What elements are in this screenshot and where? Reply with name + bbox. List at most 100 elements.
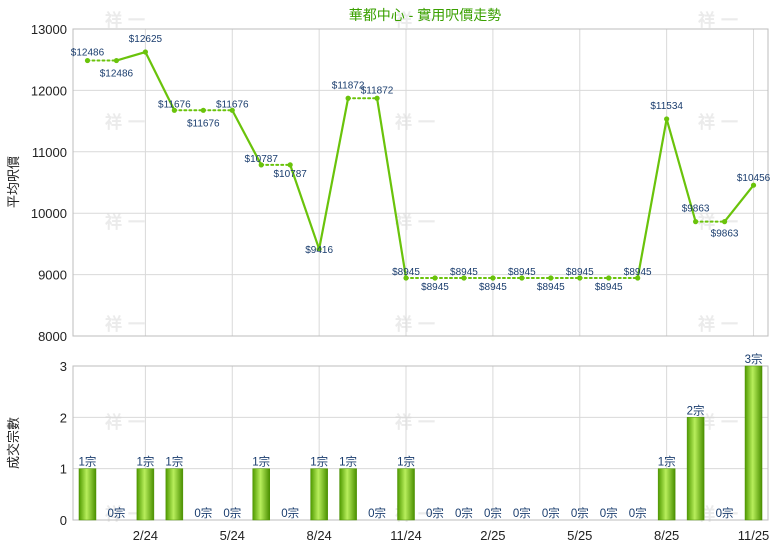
price-point [635, 275, 641, 281]
y-tick-label-bottom: 2 [60, 410, 67, 425]
count-data-label: 0宗 [513, 506, 531, 520]
watermark-text: 祥 一 [698, 314, 738, 335]
count-bar [397, 468, 415, 521]
count-bar [136, 468, 155, 521]
count-bar [78, 468, 97, 521]
x-tick-label: 8/24 [306, 528, 331, 543]
y-tick-label-top: 11000 [32, 145, 67, 160]
price-data-label: $11534 [650, 101, 683, 112]
price-line-segment [144, 50, 176, 112]
watermark-text: 祥 一 [395, 112, 435, 133]
price-data-label: $11676 [187, 118, 220, 129]
price-point [113, 57, 120, 64]
price-data-label: $11872 [361, 85, 394, 96]
count-data-label: 0宗 [194, 506, 212, 520]
price-line-segment [231, 109, 263, 166]
price-data-label: $10787 [245, 154, 279, 165]
x-tick-label: 2/25 [480, 528, 505, 543]
price-data-label: $9863 [682, 204, 710, 215]
price-data-label: $8945 [624, 267, 652, 278]
chart-title: 華都中心 - 實用呎價走勢 [349, 7, 501, 23]
price-point [461, 275, 467, 281]
price-point [316, 246, 322, 252]
x-tick-label: 11/24 [390, 528, 422, 543]
watermark-text: 祥 一 [105, 10, 145, 31]
watermark-text: 祥 一 [105, 212, 145, 233]
price-line-segment [289, 163, 321, 251]
x-tick-label: 2/24 [133, 528, 158, 543]
count-bar [310, 468, 328, 521]
price-data-label: $11676 [216, 99, 249, 110]
watermark-text: 祥 一 [395, 412, 435, 433]
price-data-label: $12625 [129, 34, 163, 45]
price-point [693, 219, 699, 225]
watermark-text: 祥 一 [395, 10, 435, 31]
price-data-label: $11676 [158, 99, 191, 110]
count-data-label: 1宗 [658, 455, 676, 469]
y-tick-label-top: 13000 [31, 22, 67, 37]
price-data-label: $9416 [305, 245, 333, 256]
count-data-label: 0宗 [368, 506, 386, 520]
y-tick-label-bottom: 0 [60, 513, 67, 528]
watermark-text: 祥 一 [105, 112, 145, 133]
price-point [490, 275, 496, 281]
count-bar [657, 468, 676, 521]
price-data-label: $8945 [508, 267, 536, 278]
count-data-label: 3宗 [745, 352, 763, 366]
watermark-text: 祥 一 [105, 314, 145, 335]
count-data-label: 1宗 [252, 455, 270, 469]
count-data-label: 0宗 [107, 506, 125, 520]
count-bar [686, 417, 705, 521]
price-point [577, 275, 583, 281]
price-point [287, 162, 293, 168]
price-point [548, 275, 554, 281]
price-data-label: $11872 [332, 80, 365, 91]
y-tick-label-bottom: 1 [60, 462, 67, 477]
y-tick-label-top: 10000 [31, 206, 67, 221]
count-bar [744, 365, 763, 521]
y-axis-label-price: 平均呎價 [6, 156, 21, 208]
watermark-text: 祥 一 [395, 314, 435, 335]
top-panel-frame [72, 28, 769, 337]
count-data-label: 0宗 [600, 506, 618, 520]
count-data-label: 0宗 [223, 506, 241, 520]
price-point [750, 182, 757, 188]
price-point [258, 162, 264, 168]
price-point [229, 107, 235, 113]
price-data-label: $8945 [421, 282, 449, 293]
price-line-segment [375, 97, 408, 280]
bottom-panel-frame [72, 365, 769, 521]
price-line-segment [665, 117, 697, 223]
count-data-label: 0宗 [542, 506, 560, 520]
count-data-label: 1宗 [165, 455, 183, 469]
count-data-label: 0宗 [426, 506, 444, 520]
watermark-text: 祥 一 [698, 10, 738, 31]
y-tick-label-top: 9000 [38, 268, 67, 283]
price-data-label: $12486 [100, 69, 134, 80]
count-data-label: 1宗 [136, 455, 154, 469]
price-point [142, 49, 148, 55]
price-point [664, 116, 670, 122]
price-point [432, 275, 438, 281]
x-tick-label: 5/25 [567, 528, 592, 543]
count-data-label: 1宗 [310, 455, 328, 469]
price-data-label: $8945 [392, 267, 420, 278]
count-bar [252, 468, 270, 521]
y-tick-label-top: 12000 [31, 83, 67, 98]
count-data-label: 1宗 [397, 455, 415, 469]
count-data-label: 0宗 [716, 506, 734, 520]
count-data-label: 1宗 [339, 455, 357, 469]
price-data-label: $8945 [537, 282, 565, 293]
watermark-text: 祥 一 [395, 212, 435, 233]
count-data-label: 2宗 [687, 403, 705, 417]
price-line-segment [318, 97, 350, 251]
count-data-label: 0宗 [455, 506, 473, 520]
count-data-label: 0宗 [571, 506, 589, 520]
price-point [403, 275, 409, 281]
price-line-segment [723, 184, 755, 223]
price-data-label: $8945 [595, 282, 623, 293]
price-point [519, 275, 525, 281]
price-data-label: $8945 [566, 267, 594, 278]
